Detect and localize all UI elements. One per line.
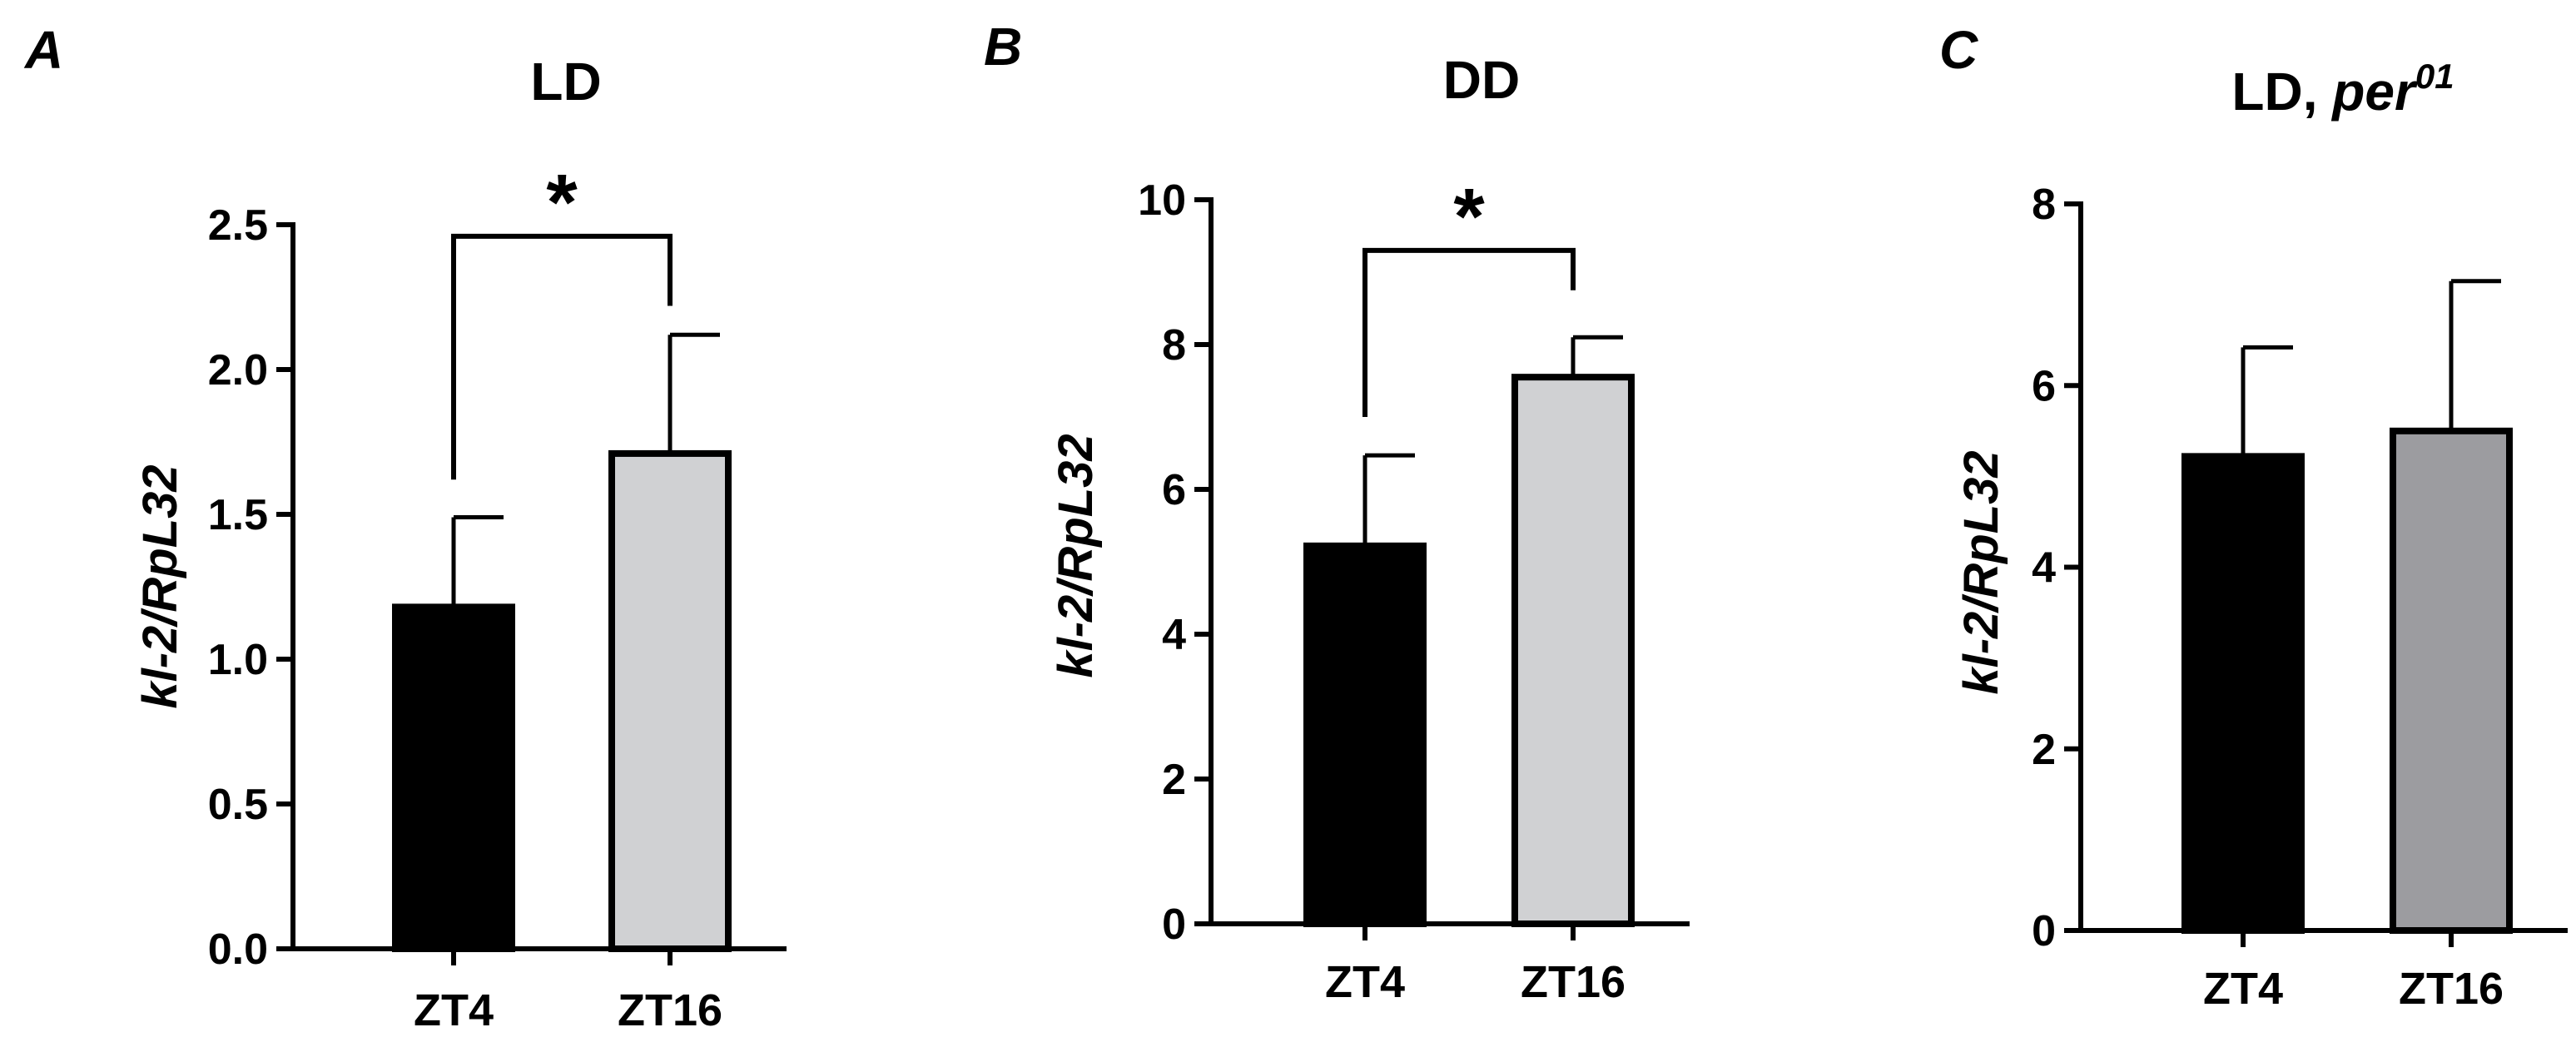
panel-c-y-tick-label: 8	[2032, 181, 2056, 229]
panel-b-bar-zt16	[1511, 374, 1635, 927]
panel-b-title: DD	[1443, 50, 1520, 110]
panel-letter-b: B	[984, 17, 1022, 77]
panel-a-y-tick-label: 0.0	[208, 925, 268, 974]
panel-c-y-tick-label: 6	[2032, 362, 2056, 410]
panel-b-significance-star: *	[1453, 172, 1485, 261]
panel-a-significance-bracket	[451, 233, 673, 480]
panel-b-y-tick-label: 8	[1162, 321, 1186, 370]
panel-b-y-tick-label: 2	[1162, 756, 1186, 804]
panel-c-category-label: ZT4	[2203, 964, 2283, 1014]
panel-a: A LD kl-2/RpL32 ZT4 ZT16 0.0 0.5 1.0 1.5 2.0 2.…	[23, 20, 787, 1035]
panel-a-y-tick-label: 1.0	[208, 636, 268, 684]
panel-a-y-tick-label: 2.0	[208, 346, 268, 394]
panel-b-y-axis-label: kl-2/RpL32	[1049, 434, 1103, 677]
panel-letter-c: C	[1939, 20, 1978, 80]
panel-b-category-label: ZT4	[1325, 957, 1405, 1007]
panel-a-title: LD	[530, 52, 601, 112]
panel-c-category-label: ZT16	[2399, 964, 2504, 1014]
panel-b-significance-bracket	[1362, 247, 1576, 417]
panel-a-y-tick-label: 2.5	[208, 201, 268, 250]
panel-c-bar-zt4	[2181, 453, 2305, 934]
panel-a-y-tick-label: 1.5	[208, 491, 268, 539]
panel-a-category-label: ZT4	[414, 985, 494, 1035]
panel-b-y-tick-label: 0	[1162, 901, 1186, 949]
panel-a-category-label: ZT16	[618, 985, 722, 1035]
panel-letter-a: A	[23, 20, 63, 80]
panel-b-bar-zt4	[1303, 542, 1427, 927]
panel-a-y-tick-label: 0.5	[208, 781, 268, 829]
panel-b-y-tick-label: 10	[1138, 176, 1186, 225]
panel-b-category-label: ZT16	[1521, 957, 1626, 1007]
panel-b-y-tick-label: 6	[1162, 466, 1186, 514]
panel-c-y-tick-label: 2	[2032, 726, 2056, 774]
panel-c-y-tick-label: 0	[2032, 907, 2056, 955]
panel-b-y-tick-label: 4	[1162, 611, 1186, 659]
panel-a-significance-star: *	[546, 158, 578, 247]
panel-c: C LD, per01 kl-2/RpL32 ZT4 ZT16 0 2 4 6 8	[1939, 20, 2568, 1014]
panel-b: B DD kl-2/RpL32 ZT4 ZT16 0 2 4 6 8 10 *	[984, 17, 1690, 1007]
panel-a-bar-zt16	[608, 449, 732, 952]
panel-a-y-axis-label: kl-2/RpL32	[133, 464, 187, 708]
panel-c-bar-zt16	[2390, 427, 2513, 934]
panel-c-y-axis-label: kl-2/RpL32	[1954, 450, 2008, 694]
panel-c-title: LD, per01	[2231, 57, 2454, 122]
panel-a-bar-zt4	[392, 603, 515, 952]
panel-c-y-tick-label: 4	[2032, 544, 2056, 593]
